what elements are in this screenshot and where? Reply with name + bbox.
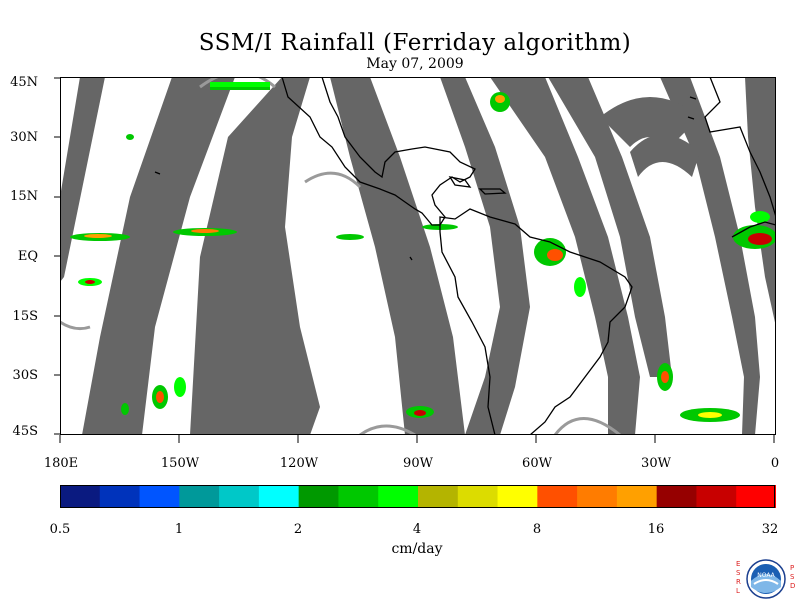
data-gap-swath (548, 77, 672, 377)
data-gap-swath (600, 97, 700, 147)
colorbar-swatch (298, 485, 339, 508)
colorbar-swatch (258, 485, 300, 508)
lat-label-15s: 15S (12, 309, 38, 324)
south-america-outline (439, 208, 633, 435)
data-gap-swath (660, 77, 760, 435)
colorbar-swatch (219, 485, 260, 508)
data-gap-swath (630, 134, 700, 177)
map-axis-ticks (54, 77, 775, 443)
colorbar-swatch (696, 485, 737, 508)
lat-label-15n: 15N (10, 189, 38, 204)
lat-label-45n: 45N (10, 75, 38, 90)
map-title: SSM/I Rainfall (Ferriday algorithm) (198, 30, 632, 56)
colorbar-swatch (139, 485, 180, 508)
data-gap-swath (82, 77, 235, 435)
lat-label-eq: EQ (17, 249, 38, 264)
lon-label-120w: 120W (279, 456, 319, 471)
lon-label-90w: 90W (403, 456, 433, 471)
colorbar-swatch (378, 485, 419, 508)
north-america-outline (281, 77, 476, 226)
lon-label-0: 0 (770, 456, 780, 471)
colorbar-tick-label: 2 (293, 522, 303, 537)
lon-label-180e: 180E (43, 456, 79, 471)
logo-right-letters: P S D (790, 564, 796, 590)
caribbean-islands (448, 176, 507, 195)
colorbar-units: cm/day (391, 541, 443, 557)
colorbar-swatch (60, 485, 101, 508)
colorbar-swatch (616, 485, 658, 508)
data-gap-swath (330, 77, 465, 435)
logo-left-letters: E S R L (736, 560, 741, 595)
colorbar-swatch (179, 485, 220, 508)
colorbar-tick-label: 16 (647, 522, 665, 537)
noaa-emblem-icon: NOAA (746, 559, 786, 599)
colorbar-swatch (577, 485, 618, 508)
lat-label-45s: 45S (12, 424, 38, 439)
esrl-psd-noaa-logo: E S R L NOAA P S D (736, 558, 798, 600)
colorbar-swatch (457, 485, 499, 508)
data-gap-swath (745, 77, 776, 327)
data-gap-swath (60, 77, 105, 282)
colorbar-swatch (418, 485, 459, 508)
logo-text: NOAA (757, 572, 775, 579)
colorbar-swatch (338, 485, 379, 508)
colorbar-swatch (537, 485, 578, 508)
lon-label-30w: 30W (641, 456, 671, 471)
colorbar-swatch (497, 485, 538, 508)
colorbar (60, 485, 776, 508)
lat-label-30n: 30N (10, 130, 38, 145)
colorbar-tick-label: 32 (761, 522, 779, 537)
data-gap-swath (490, 77, 640, 435)
lat-label-30s: 30S (12, 368, 38, 383)
map-date: May 07, 2009 (366, 56, 464, 72)
colorbar-swatch (656, 485, 697, 508)
colorbar-tick-label: 1 (174, 522, 184, 537)
lon-label-60w: 60W (522, 456, 552, 471)
colorbar-tick-label: 8 (532, 522, 542, 537)
africa-outline (704, 77, 776, 218)
data-gap-swath (440, 77, 530, 435)
colorbar-swatch (99, 485, 141, 508)
rainfall-map (60, 77, 776, 435)
lon-label-150w: 150W (160, 456, 200, 471)
africa-outline (731, 221, 776, 238)
data-gap-swath (190, 77, 320, 435)
colorbar-swatch (736, 485, 776, 508)
colorbar-tick-label: 0.5 (49, 522, 71, 537)
colorbar-tick-label: 4 (412, 522, 422, 537)
